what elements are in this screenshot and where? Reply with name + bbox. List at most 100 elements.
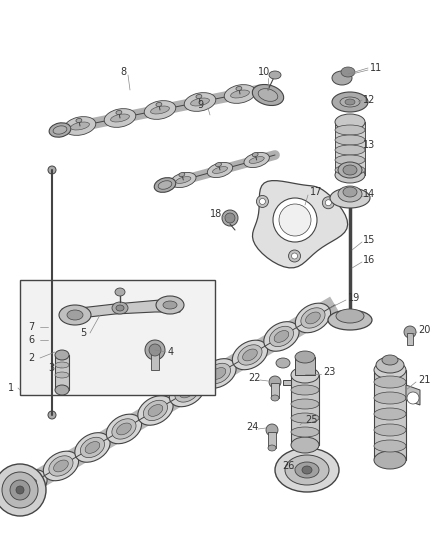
Text: 6: 6 [28,335,34,345]
Ellipse shape [325,200,332,206]
Polygon shape [283,380,291,385]
Ellipse shape [206,364,230,384]
Bar [151,352,159,370]
Ellipse shape [269,71,281,79]
Bar [335,122,365,175]
Ellipse shape [138,395,173,425]
Text: 24: 24 [246,422,258,432]
Ellipse shape [71,122,89,130]
Text: 14: 14 [363,189,375,199]
Ellipse shape [269,326,293,346]
Text: 8: 8 [120,67,126,77]
Ellipse shape [22,479,37,490]
Ellipse shape [49,456,73,476]
Ellipse shape [295,462,319,478]
Ellipse shape [12,470,47,499]
Ellipse shape [112,419,136,439]
Ellipse shape [341,67,355,77]
Ellipse shape [115,288,125,296]
Ellipse shape [268,445,276,451]
Bar [291,375,319,445]
Ellipse shape [291,413,319,423]
Ellipse shape [179,173,185,176]
Ellipse shape [175,382,199,402]
Ellipse shape [67,310,83,320]
Ellipse shape [292,253,297,259]
Ellipse shape [249,157,264,164]
Ellipse shape [117,423,131,435]
Text: 20: 20 [418,325,431,335]
Ellipse shape [338,162,362,178]
Ellipse shape [276,358,290,368]
Ellipse shape [258,88,278,101]
Ellipse shape [43,451,78,481]
Ellipse shape [55,350,69,360]
Ellipse shape [332,71,352,85]
Text: 3: 3 [48,363,54,373]
Ellipse shape [171,173,196,188]
Ellipse shape [170,377,205,407]
Ellipse shape [301,308,325,328]
Ellipse shape [264,322,299,351]
Ellipse shape [335,125,365,135]
Ellipse shape [332,92,368,112]
Ellipse shape [55,385,69,395]
Ellipse shape [49,123,71,137]
Text: 19: 19 [348,293,360,303]
Ellipse shape [149,344,161,356]
Ellipse shape [335,165,365,175]
Ellipse shape [144,101,176,119]
Ellipse shape [269,376,281,388]
Ellipse shape [382,355,398,365]
Ellipse shape [256,196,268,207]
Ellipse shape [116,110,122,115]
Polygon shape [252,181,348,268]
Ellipse shape [0,464,46,516]
Ellipse shape [238,345,262,365]
Text: 4: 4 [168,347,174,357]
Ellipse shape [374,408,406,420]
Text: 13: 13 [363,140,375,150]
Ellipse shape [279,204,311,236]
Ellipse shape [110,114,130,122]
Ellipse shape [176,176,191,183]
Text: 17: 17 [310,187,322,197]
Ellipse shape [18,474,42,495]
Text: 26: 26 [282,461,294,471]
Ellipse shape [252,152,258,157]
Text: 1: 1 [8,383,14,393]
Bar [374,370,406,460]
Text: 7: 7 [28,322,34,332]
Ellipse shape [374,376,406,388]
Text: 15: 15 [363,235,375,245]
Text: 16: 16 [363,255,375,265]
Ellipse shape [55,372,69,378]
Ellipse shape [289,250,300,262]
Text: 23: 23 [323,367,336,377]
Ellipse shape [48,166,56,174]
Ellipse shape [116,305,124,311]
Text: 10: 10 [258,67,270,77]
Ellipse shape [306,312,320,324]
Ellipse shape [374,361,406,379]
Ellipse shape [291,385,319,395]
Ellipse shape [336,309,364,323]
Ellipse shape [163,301,177,309]
Bar [271,383,279,398]
Ellipse shape [374,424,406,436]
Ellipse shape [16,486,24,494]
Ellipse shape [64,117,96,135]
Text: 18: 18 [210,209,222,219]
Ellipse shape [275,448,339,492]
Ellipse shape [154,177,176,192]
Ellipse shape [273,198,317,242]
Ellipse shape [85,441,100,454]
Ellipse shape [343,187,357,197]
Ellipse shape [158,181,172,189]
Ellipse shape [291,367,319,383]
Text: 21: 21 [418,375,431,385]
Ellipse shape [2,472,38,508]
Polygon shape [406,385,420,405]
Ellipse shape [243,349,257,361]
Ellipse shape [335,167,365,183]
